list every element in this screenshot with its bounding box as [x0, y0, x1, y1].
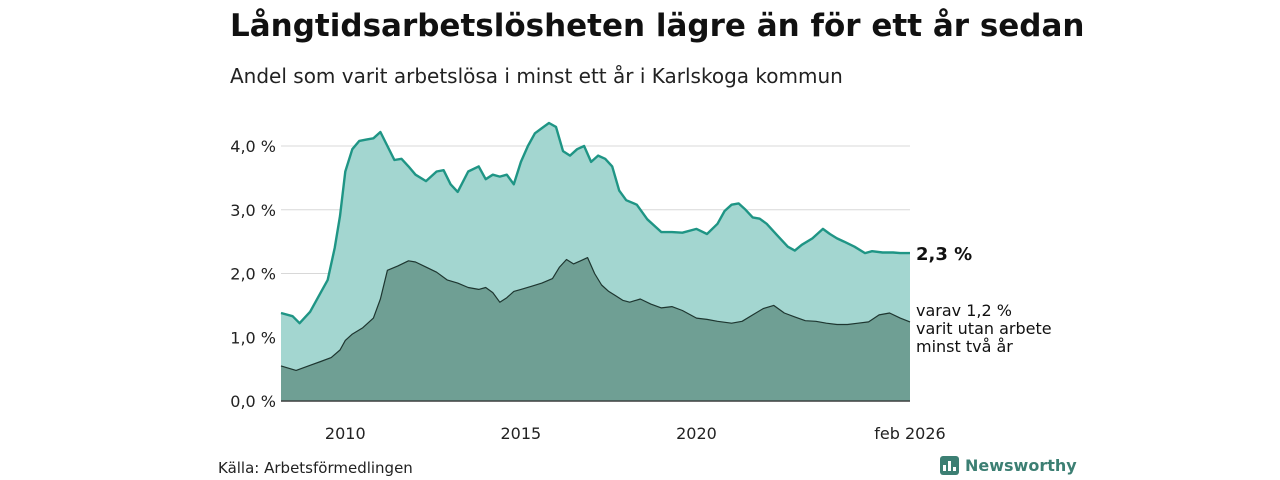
upper-series-end-label: 2,3 %	[916, 244, 972, 265]
brand-name: Newsworthy	[965, 456, 1077, 475]
x-tick-label: 2010	[325, 424, 366, 443]
lower-series-area	[281, 257, 910, 401]
x-tick-label: 2015	[501, 424, 542, 443]
lower-series-end-label: minst två år	[916, 337, 1013, 356]
lower-series-line	[280, 257, 911, 371]
upper-series-line	[280, 121, 910, 325]
x-tick-label: feb 2026	[874, 424, 945, 443]
brand-logo: Newsworthy	[940, 456, 1077, 475]
chart-subtitle: Andel som varit arbetslösa i minst ett å…	[230, 64, 843, 88]
y-tick-label: 2,0 %	[230, 265, 276, 284]
source-note: Källa: Arbetsförmedlingen	[218, 459, 413, 477]
x-tick-label: 2020	[676, 424, 717, 443]
bar-chart-icon	[940, 456, 959, 475]
y-tick-label: 1,0 %	[230, 328, 276, 347]
chart-title: Långtidsarbetslösheten lägre än för ett …	[230, 8, 1085, 44]
y-tick-label: 0,0 %	[230, 392, 276, 411]
lower-series-end-label: varav 1,2 %	[916, 301, 1012, 320]
y-tick-label: 4,0 %	[230, 137, 276, 156]
y-tick-label: 3,0 %	[230, 201, 276, 220]
lower-series-end-label: varit utan arbete	[916, 319, 1052, 338]
